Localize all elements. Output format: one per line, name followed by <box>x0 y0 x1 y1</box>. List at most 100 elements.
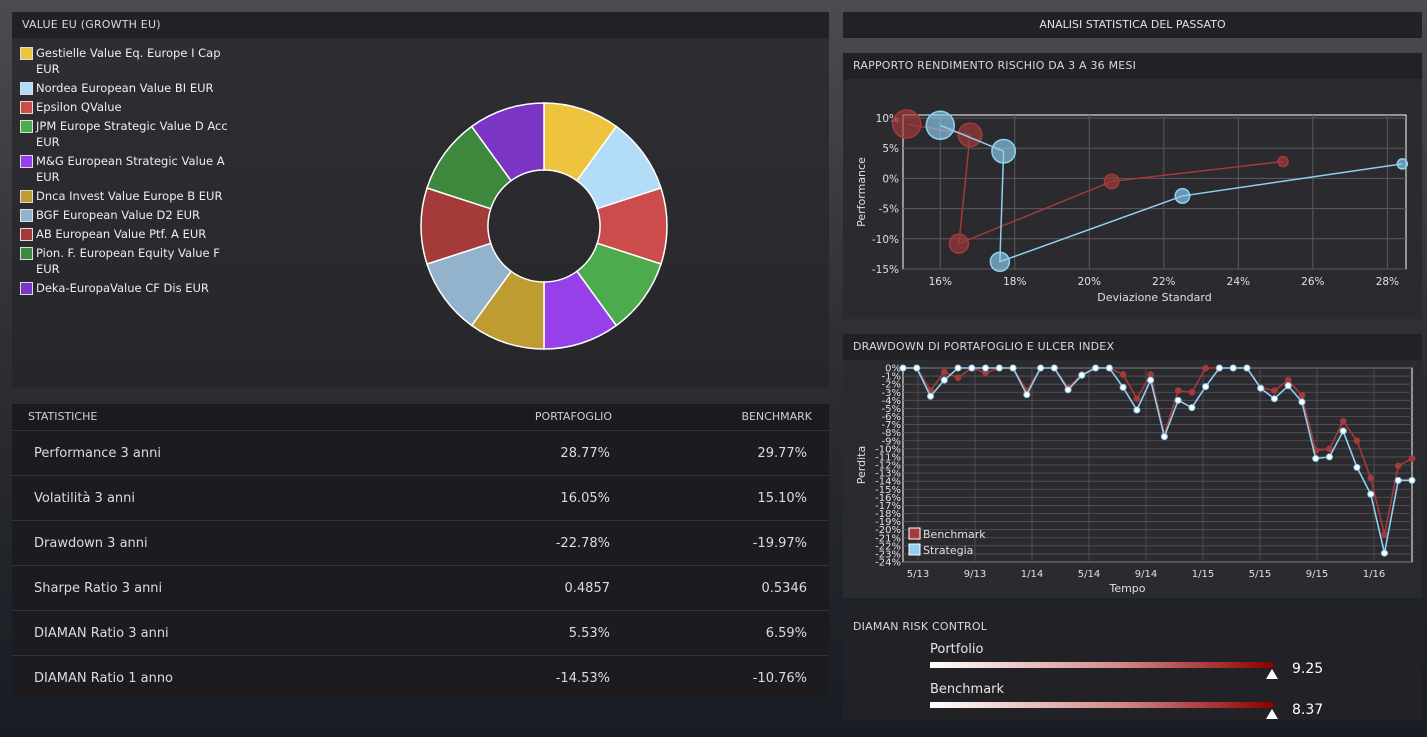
drawdown-point[interactable] <box>1202 383 1210 391</box>
scatter-point[interactable] <box>1277 155 1289 168</box>
drawdown-point[interactable] <box>1367 474 1375 482</box>
drawdown-point[interactable] <box>1133 406 1141 414</box>
scatter-point[interactable] <box>1103 173 1120 190</box>
drawdown-point[interactable] <box>1147 371 1154 378</box>
stats-portfolio-value: 5.53% <box>568 626 610 641</box>
legend-item[interactable]: Dnca Invest Value Europe B EUR <box>20 188 240 204</box>
risk-control-panel: DIAMAN RISK CONTROL Portfolio 9.25 Bench… <box>843 614 1422 720</box>
drawdown-point[interactable] <box>1009 364 1017 372</box>
drawdown-point[interactable] <box>1064 386 1072 394</box>
drawdown-legend-label[interactable]: Benchmark <box>923 528 986 541</box>
drawdown-legend-label[interactable]: Strategia <box>923 544 973 557</box>
drawdown-point[interactable] <box>1367 490 1375 498</box>
drawdown-point[interactable] <box>1257 384 1265 392</box>
scatter-point[interactable] <box>1174 187 1191 204</box>
legend-swatch <box>20 120 33 133</box>
drawdown-y-tick: -11% <box>875 452 901 463</box>
scatter-point[interactable] <box>991 138 1017 164</box>
drawdown-point[interactable] <box>1284 382 1292 390</box>
drawdown-point[interactable] <box>1023 391 1031 399</box>
drawdown-point[interactable] <box>1381 531 1388 538</box>
drawdown-point[interactable] <box>1312 455 1320 463</box>
drawdown-point[interactable] <box>968 364 976 372</box>
drawdown-point[interactable] <box>1229 364 1237 372</box>
legend-item[interactable]: M&G European Strategic Value A EUR <box>20 153 240 185</box>
stats-benchmark-value: 29.77% <box>757 446 807 461</box>
benchmark-risk-marker-icon <box>1266 709 1278 719</box>
drawdown-x-tick: 5/15 <box>1249 569 1271 580</box>
drawdown-point[interactable] <box>1325 453 1333 461</box>
drawdown-point[interactable] <box>1105 364 1113 372</box>
drawdown-point[interactable] <box>1408 455 1416 462</box>
drawdown-point[interactable] <box>1339 418 1347 425</box>
scatter-x-tick: 18% <box>1003 276 1026 288</box>
legend-swatch <box>20 190 33 203</box>
stats-benchmark-value: -19.97% <box>752 536 807 551</box>
legend-label: BGF European Value D2 EUR <box>36 208 201 222</box>
scatter-title: RAPPORTO RENDIMENTO RISCHIO DA 3 A 36 ME… <box>843 53 1422 79</box>
drawdown-point[interactable] <box>1119 371 1127 378</box>
legend-item[interactable]: Epsilon QValue <box>20 99 240 115</box>
legend-item[interactable]: BGF European Value D2 EUR <box>20 207 240 223</box>
drawdown-point[interactable] <box>1353 437 1361 445</box>
drawdown-series-line <box>903 367 1413 535</box>
drawdown-point[interactable] <box>1050 364 1058 372</box>
scatter-point[interactable] <box>891 109 922 139</box>
legend-item[interactable]: Nordea European Value BI EUR <box>20 80 240 96</box>
drawdown-point[interactable] <box>927 392 935 400</box>
scatter-point[interactable] <box>989 251 1011 273</box>
drawdown-point[interactable] <box>1202 364 1209 372</box>
drawdown-point[interactable] <box>1326 445 1333 453</box>
donut-slice[interactable] <box>470 102 545 182</box>
drawdown-point[interactable] <box>954 374 962 382</box>
drawdown-point[interactable] <box>1215 364 1223 372</box>
drawdown-point[interactable] <box>1284 376 1292 384</box>
drawdown-point[interactable] <box>1160 433 1168 441</box>
drawdown-point[interactable] <box>1133 395 1141 403</box>
drawdown-point[interactable] <box>1394 476 1402 484</box>
drawdown-point[interactable] <box>899 364 907 372</box>
drawdown-point[interactable] <box>1271 387 1278 394</box>
scatter-x-tick: 20% <box>1078 276 1101 288</box>
drawdown-point[interactable] <box>1394 462 1402 470</box>
drawdown-point[interactable] <box>1298 398 1306 406</box>
drawdown-point[interactable] <box>1408 476 1416 484</box>
drawdown-point[interactable] <box>982 364 990 372</box>
drawdown-point[interactable] <box>1147 376 1155 384</box>
drawdown-point[interactable] <box>954 364 962 372</box>
drawdown-point[interactable] <box>1339 427 1347 435</box>
drawdown-point[interactable] <box>940 376 948 384</box>
drawdown-point[interactable] <box>995 364 1003 372</box>
drawdown-point[interactable] <box>1380 549 1388 557</box>
legend-item[interactable]: Gestielle Value Eq. Europe I Cap EUR <box>20 45 240 77</box>
drawdown-point[interactable] <box>1353 463 1361 471</box>
legend-item[interactable]: Deka-EuropaValue CF Dis EUR <box>20 280 240 296</box>
drawdown-point[interactable] <box>1092 364 1100 372</box>
stats-label: DIAMAN Ratio 1 anno <box>34 671 174 686</box>
legend-item[interactable]: Pion. F. European Equity Value F EUR <box>20 245 240 277</box>
drawdown-panel: DRAWDOWN DI PORTAFOGLIO E ULCER INDEX 0%… <box>843 334 1422 598</box>
header-statistiche: STATISTICHE <box>28 410 98 423</box>
drawdown-point[interactable] <box>1270 395 1278 403</box>
scatter-point[interactable] <box>925 110 956 141</box>
drawdown-point[interactable] <box>1078 371 1086 379</box>
drawdown-y-tick: -18% <box>875 509 901 520</box>
drawdown-point[interactable] <box>1188 404 1196 412</box>
legend-item[interactable]: AB European Value Ptf. A EUR <box>20 226 240 242</box>
drawdown-point[interactable] <box>1298 392 1306 399</box>
legend-swatch <box>20 155 33 168</box>
drawdown-point[interactable] <box>1119 383 1127 391</box>
drawdown-point[interactable] <box>940 368 948 376</box>
portfolio-risk-marker-icon <box>1266 669 1278 679</box>
drawdown-point[interactable] <box>1037 364 1045 372</box>
benchmark-risk-bar <box>930 702 1273 708</box>
scatter-point[interactable] <box>957 122 983 148</box>
scatter-point[interactable] <box>948 233 970 254</box>
scatter-point[interactable] <box>1396 158 1409 170</box>
drawdown-point[interactable] <box>913 364 921 372</box>
drawdown-point[interactable] <box>1188 388 1196 396</box>
drawdown-point[interactable] <box>1174 396 1182 404</box>
legend-item[interactable]: JPM Europe Strategic Value D Acc EUR <box>20 118 240 150</box>
drawdown-point[interactable] <box>1174 387 1182 394</box>
drawdown-point[interactable] <box>1243 364 1251 372</box>
